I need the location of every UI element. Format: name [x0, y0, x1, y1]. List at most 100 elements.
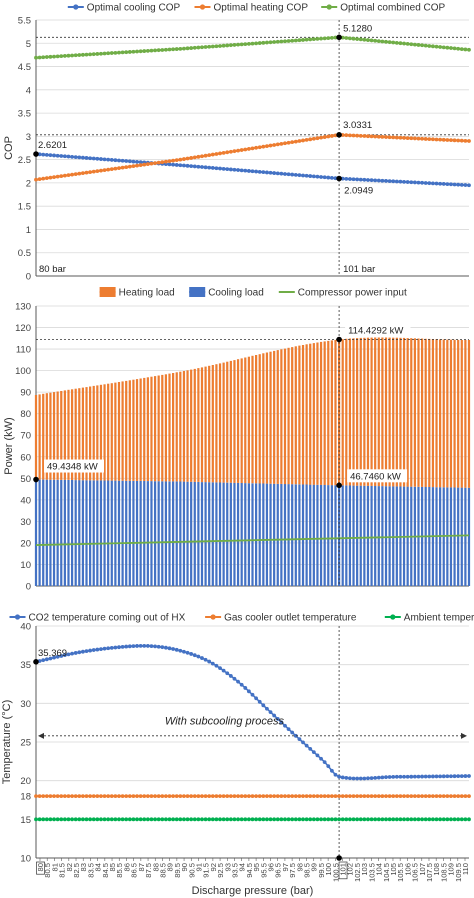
- data-point: [376, 134, 381, 139]
- bar-heating: [352, 338, 355, 486]
- bar-cooling: [269, 483, 272, 586]
- data-point: [467, 794, 471, 799]
- x-tick-label: 94: [238, 863, 247, 871]
- bar-heating: [356, 338, 359, 486]
- bar-heating: [453, 339, 456, 488]
- data-point: [99, 168, 103, 173]
- data-point: [106, 167, 111, 172]
- x-tick-label: 80.5: [43, 863, 52, 878]
- y-axis-title: Power (kW): [3, 417, 15, 474]
- bar-heating: [45, 393, 48, 480]
- bar-cooling: [125, 480, 128, 586]
- data-point: [369, 38, 374, 43]
- data-point: [452, 817, 457, 822]
- data-point: [243, 42, 248, 47]
- bar-cooling: [251, 483, 254, 586]
- bar-heating: [190, 369, 193, 482]
- data-point: [41, 817, 46, 822]
- x-tick-label: 100.5: [331, 863, 340, 882]
- y-tick-label: 15: [20, 815, 31, 826]
- data-point: [420, 817, 424, 822]
- x-tick-label: 83.5: [86, 863, 95, 878]
- annotation-label-background: [44, 459, 104, 473]
- data-point: [261, 703, 266, 708]
- bar-cooling: [226, 482, 229, 586]
- data-point: [117, 794, 121, 799]
- data-point: [77, 53, 82, 57]
- data-point: [257, 699, 262, 704]
- data-point: [73, 651, 78, 655]
- data-point: [369, 794, 374, 799]
- data-point: [142, 49, 147, 53]
- data-point: [207, 165, 212, 170]
- data-point: [297, 38, 302, 43]
- data-point: [84, 52, 89, 57]
- x-tick-label: 81.5: [58, 863, 67, 878]
- data-point: [138, 817, 143, 822]
- data-point: [149, 48, 154, 53]
- data-point: [416, 43, 421, 47]
- data-point: [449, 817, 453, 822]
- data-point: [243, 817, 248, 822]
- data-point: [438, 774, 443, 779]
- data-point: [416, 794, 421, 799]
- power-chart: Heating load Cooling load Compressor power…: [3, 287, 471, 593]
- data-point: [214, 166, 219, 171]
- data-point: [124, 165, 129, 170]
- data-point: [77, 794, 82, 799]
- data-point: [322, 817, 327, 822]
- annotation-label: 35.369: [38, 648, 67, 659]
- bar-cooling: [103, 480, 106, 586]
- data-point: [99, 794, 103, 799]
- x-tick-label: 91: [194, 863, 203, 871]
- data-point: [109, 167, 114, 172]
- data-point: [268, 817, 273, 822]
- bar-cooling: [366, 485, 370, 586]
- data-point: [106, 817, 111, 822]
- data-point: [391, 774, 396, 779]
- bar-heating: [280, 349, 283, 484]
- data-point: [315, 753, 320, 758]
- x-tick-label: 91.5: [202, 863, 211, 878]
- data-point: [463, 183, 468, 187]
- data-point: [275, 817, 280, 822]
- data-point: [268, 170, 273, 175]
- bar-heating: [439, 339, 442, 488]
- x-tick-label: 82: [65, 863, 74, 871]
- legend-label: Gas cooler outlet temperature: [224, 613, 357, 624]
- data-point: [431, 774, 435, 779]
- data-point: [102, 157, 107, 162]
- data-point: [445, 794, 450, 799]
- legend-swatch-marker: [390, 614, 396, 620]
- data-point: [228, 674, 233, 678]
- data-point: [362, 817, 367, 822]
- bar-cooling: [457, 487, 460, 586]
- bar-heating: [406, 338, 409, 487]
- bar-cooling: [146, 481, 149, 586]
- data-point: [329, 175, 334, 180]
- bar-heating: [366, 337, 370, 486]
- bar-heating: [74, 388, 77, 481]
- legend-swatch-box: [99, 287, 116, 297]
- data-point: [102, 51, 107, 56]
- data-point: [109, 158, 114, 162]
- data-point: [196, 817, 201, 822]
- data-point: [257, 145, 262, 150]
- bar-heating: [172, 373, 175, 482]
- bar-cooling: [377, 486, 380, 586]
- data-point: [218, 44, 222, 48]
- x-tick-label: 97: [281, 863, 290, 871]
- data-point: [366, 794, 370, 799]
- data-point: [106, 51, 111, 56]
- data-point: [319, 175, 323, 179]
- x-tick-label: 96.5: [274, 863, 283, 878]
- data-point: [275, 171, 280, 176]
- bar-cooling: [172, 481, 175, 586]
- data-point: [445, 45, 450, 50]
- data-point: [322, 760, 327, 765]
- bar-heating: [410, 338, 413, 487]
- data-point: [326, 764, 331, 769]
- data-point: [84, 170, 89, 175]
- data-point: [55, 654, 60, 659]
- data-point: [88, 794, 93, 799]
